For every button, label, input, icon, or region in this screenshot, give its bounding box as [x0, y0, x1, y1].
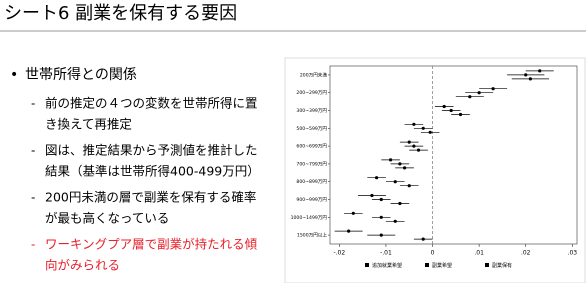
- x-tick-label: -.01: [380, 250, 392, 257]
- y-tick-label: 200~299万円: [296, 90, 327, 96]
- point: [477, 91, 481, 95]
- point: [407, 140, 411, 144]
- point: [421, 237, 425, 241]
- subitem-line: が最も高くなっている: [45, 211, 169, 226]
- point: [351, 211, 355, 215]
- legend-swatch: [425, 263, 429, 267]
- dash: -: [31, 144, 35, 158]
- point: [379, 215, 383, 219]
- x-tick-label: 0: [431, 250, 435, 257]
- legend-swatch: [365, 263, 369, 267]
- y-tick-label: 200万円未満: [300, 71, 328, 78]
- point: [398, 162, 402, 166]
- dash: -: [31, 97, 35, 111]
- point: [458, 112, 463, 117]
- subitem-line: き換えて再推定: [45, 117, 132, 132]
- legend-swatch: [485, 263, 489, 267]
- subitem-line: 前の推定の４つの変数を世帯所得に置: [45, 96, 258, 111]
- point: [347, 229, 351, 233]
- slide-title: シート6 副業を保有する要因: [4, 3, 237, 24]
- point: [468, 95, 472, 99]
- chart-frame: [284, 57, 586, 283]
- point: [393, 219, 397, 223]
- y-tick-label: 800~899万円: [296, 179, 327, 185]
- point: [428, 130, 432, 134]
- point: [388, 158, 393, 162]
- bullet-dot: •: [10, 67, 18, 83]
- point: [370, 193, 374, 198]
- legend-label: 副業保有: [492, 262, 512, 269]
- y-tick-label: 1500万円以上: [297, 232, 327, 239]
- y-tick-label: 700~799万円: [296, 161, 327, 167]
- subitem-line: 200円未満の層で副業を保有する確率: [45, 190, 256, 205]
- y-tick-label: 900~999万円: [296, 197, 327, 203]
- point: [442, 104, 446, 109]
- dash: -: [31, 191, 35, 205]
- point: [379, 197, 383, 202]
- x-tick-label: .01: [474, 250, 484, 257]
- y-tick-label: 1000~1499万円: [291, 215, 328, 221]
- subitem-line: 結果（基準は世帯所得400-499万円）: [45, 164, 260, 179]
- point: [412, 144, 416, 148]
- point: [407, 184, 411, 188]
- point: [412, 122, 416, 126]
- x-tick-label: .03: [568, 250, 578, 257]
- point: [402, 166, 407, 170]
- point: [538, 69, 542, 73]
- y-tick-label: 600~699万円: [296, 144, 327, 150]
- subitem-line: 向がみられる: [45, 258, 120, 273]
- point: [528, 77, 532, 81]
- subitem-line: ワーキングプア層で副業が持たれる傾: [45, 237, 258, 252]
- y-tick-label: 300~399万円: [296, 108, 327, 114]
- bullet-text: 世帯所得との関係: [25, 66, 137, 83]
- dash: -: [31, 238, 35, 252]
- legend-label: 副業希望: [432, 262, 452, 269]
- point: [491, 87, 495, 91]
- plot-area: [329, 65, 578, 245]
- x-tick-label: -.02: [333, 250, 345, 257]
- point: [524, 73, 528, 77]
- point: [398, 201, 402, 206]
- point: [375, 176, 379, 180]
- subitem-line: 図は、推定結果から予測値を推計した: [45, 143, 258, 158]
- point: [416, 148, 421, 152]
- point: [379, 233, 383, 237]
- point: [421, 126, 425, 130]
- legend-label: 追加就業希望: [372, 262, 402, 269]
- x-tick-label: .02: [521, 250, 531, 257]
- point: [449, 108, 453, 113]
- point: [393, 180, 397, 184]
- y-tick-label: 500~599万円: [296, 126, 327, 132]
